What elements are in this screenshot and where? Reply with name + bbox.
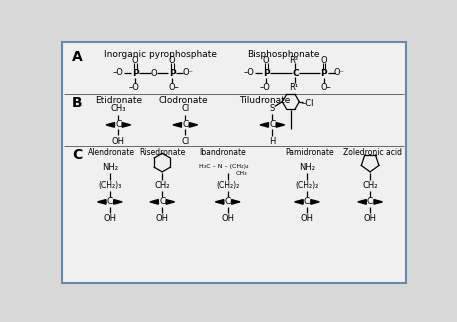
Text: O–: O– xyxy=(320,83,331,92)
Text: Ibandronate: Ibandronate xyxy=(199,148,246,157)
Text: A: A xyxy=(72,50,83,64)
FancyBboxPatch shape xyxy=(62,43,406,283)
Text: OH: OH xyxy=(300,213,314,223)
Text: C: C xyxy=(367,197,373,206)
Polygon shape xyxy=(189,123,197,127)
Polygon shape xyxy=(106,123,114,127)
Text: OH: OH xyxy=(103,213,117,223)
Text: Cl: Cl xyxy=(181,137,190,146)
Text: C: C xyxy=(224,197,231,206)
Polygon shape xyxy=(295,200,303,204)
Text: OH: OH xyxy=(221,213,234,223)
Text: Zoledronic acid: Zoledronic acid xyxy=(343,148,402,157)
Text: O: O xyxy=(169,56,175,65)
Polygon shape xyxy=(150,200,159,204)
Text: (CH₂)₂: (CH₂)₂ xyxy=(295,181,319,190)
Text: Risedronate: Risedronate xyxy=(139,148,186,157)
Polygon shape xyxy=(276,123,285,127)
Text: Alendronate: Alendronate xyxy=(88,148,134,157)
Text: S: S xyxy=(270,104,275,113)
Text: OH: OH xyxy=(156,213,169,223)
Text: CH₃: CH₃ xyxy=(236,171,247,176)
Text: C: C xyxy=(115,120,122,129)
Polygon shape xyxy=(260,123,268,127)
Text: –Cl: –Cl xyxy=(302,99,314,108)
Text: Inorganic pyrophosphate: Inorganic pyrophosphate xyxy=(105,50,218,59)
Polygon shape xyxy=(166,200,175,204)
Polygon shape xyxy=(232,200,240,204)
Polygon shape xyxy=(358,200,366,204)
Text: H: H xyxy=(269,137,276,146)
Polygon shape xyxy=(97,200,106,204)
Text: C: C xyxy=(269,120,276,129)
Text: O⁻: O⁻ xyxy=(334,68,345,77)
Text: Bisphosphonate: Bisphosphonate xyxy=(247,50,319,59)
Text: C: C xyxy=(182,120,188,129)
Text: P: P xyxy=(321,69,327,78)
Text: C: C xyxy=(304,197,310,206)
Text: CH₃: CH₃ xyxy=(111,104,126,113)
Text: –O: –O xyxy=(259,83,270,92)
Text: NH₂: NH₂ xyxy=(299,163,315,172)
Text: C: C xyxy=(292,69,299,78)
Text: C: C xyxy=(72,148,82,162)
Text: P: P xyxy=(132,69,138,78)
Polygon shape xyxy=(114,200,122,204)
Polygon shape xyxy=(311,200,319,204)
Text: NH₂: NH₂ xyxy=(102,163,118,172)
Polygon shape xyxy=(173,123,181,127)
Text: O: O xyxy=(321,56,327,65)
Text: C: C xyxy=(107,197,113,206)
Text: P: P xyxy=(169,69,175,78)
Text: B: B xyxy=(72,96,83,110)
Text: O: O xyxy=(132,56,138,65)
Text: P: P xyxy=(263,69,270,78)
Text: O–: O– xyxy=(168,83,179,92)
Text: C: C xyxy=(159,197,165,206)
Text: (CH₂)₂: (CH₂)₂ xyxy=(216,181,239,190)
Text: CH₂: CH₂ xyxy=(362,181,378,190)
Text: Etidronate: Etidronate xyxy=(95,96,142,105)
Text: –O: –O xyxy=(113,68,124,77)
Text: OH: OH xyxy=(364,213,377,223)
Text: O⁻: O⁻ xyxy=(182,68,193,77)
Text: OH: OH xyxy=(112,137,125,146)
Polygon shape xyxy=(215,200,224,204)
Text: CH₂: CH₂ xyxy=(154,181,170,190)
Text: (CH₂)₃: (CH₂)₃ xyxy=(98,181,122,190)
Text: H₃C – N – (CH₂)₄: H₃C – N – (CH₂)₄ xyxy=(199,164,249,169)
Polygon shape xyxy=(374,200,383,204)
Text: –O: –O xyxy=(244,68,255,77)
Text: –O: –O xyxy=(128,83,139,92)
Text: O: O xyxy=(150,69,157,78)
Text: R²: R² xyxy=(289,56,298,65)
Text: Cl: Cl xyxy=(181,104,190,113)
Text: O: O xyxy=(263,56,270,65)
Text: R¹: R¹ xyxy=(289,83,298,92)
Text: Tiludronate: Tiludronate xyxy=(239,96,291,105)
Text: Clodronate: Clodronate xyxy=(159,96,208,105)
Polygon shape xyxy=(122,123,131,127)
Text: Pamidronate: Pamidronate xyxy=(286,148,334,157)
